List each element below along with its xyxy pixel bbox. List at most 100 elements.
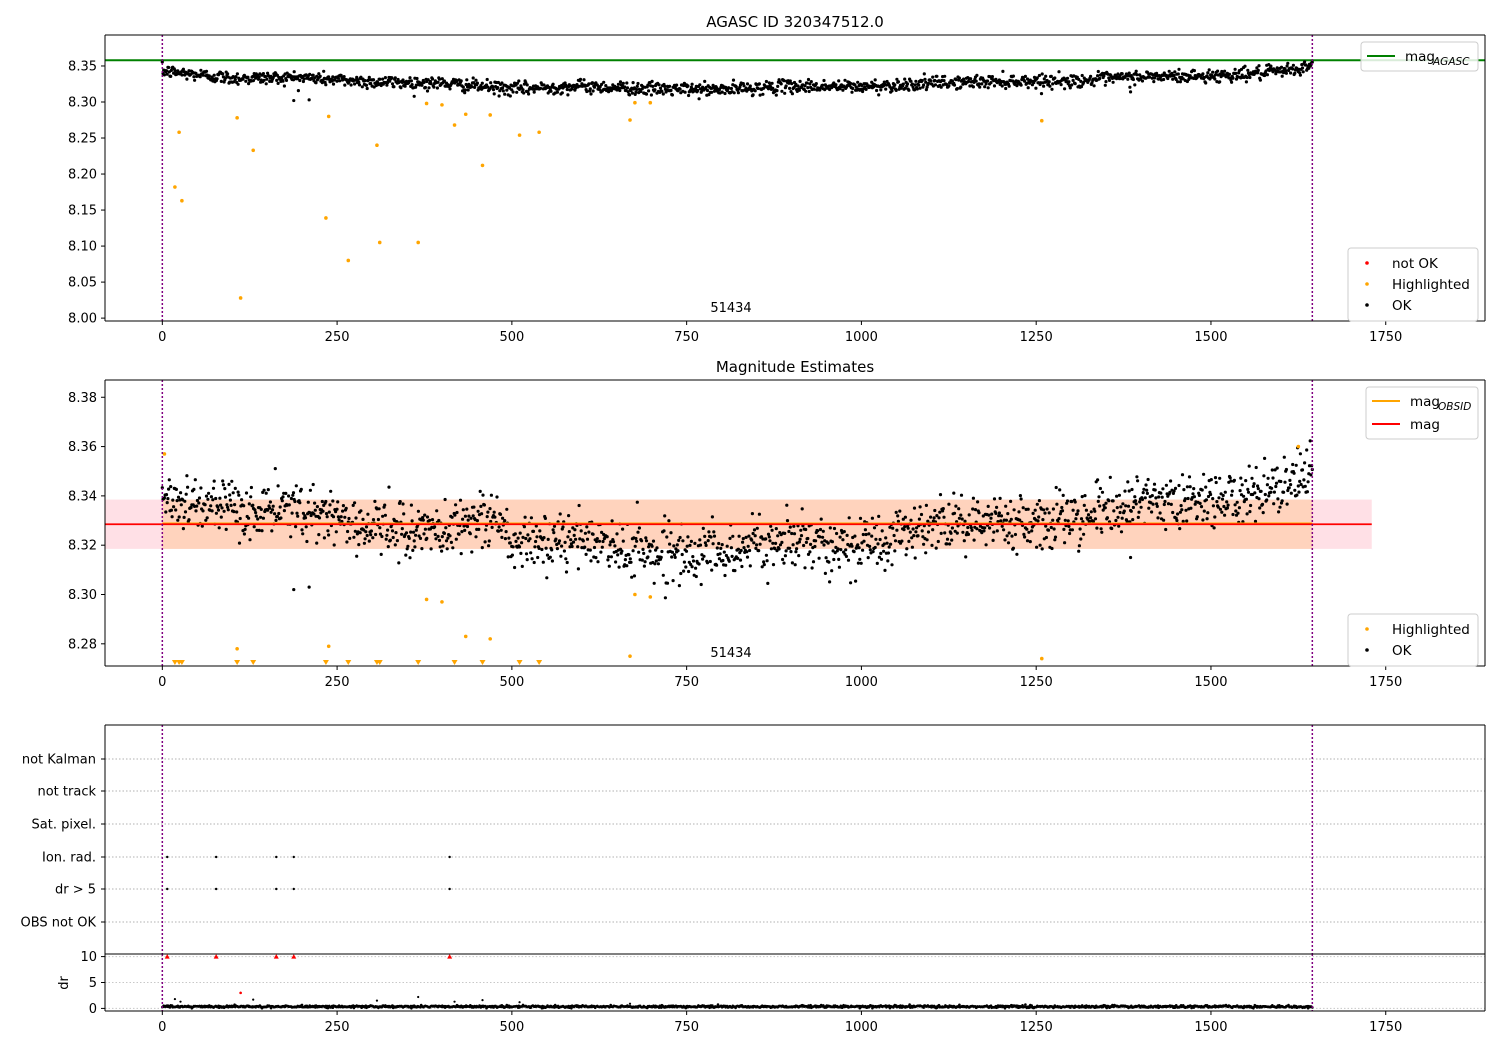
ok-point xyxy=(628,93,632,97)
highlighted-point xyxy=(235,116,239,120)
ok-point xyxy=(929,79,933,83)
ok-point xyxy=(257,75,261,79)
ok-point xyxy=(611,540,616,544)
flag-row-label: Sat. pixel. xyxy=(32,818,96,833)
ok-point xyxy=(1253,519,1258,524)
ok-point xyxy=(565,560,569,565)
ok-point xyxy=(647,89,651,93)
ok-point xyxy=(465,524,470,529)
ok-point xyxy=(639,89,643,94)
ok-point xyxy=(663,84,667,88)
ok-point xyxy=(489,493,493,497)
ok-point xyxy=(980,82,984,86)
legend-marker xyxy=(1365,648,1369,652)
ok-point xyxy=(739,548,743,553)
ok-point xyxy=(680,552,684,557)
ok-point xyxy=(207,491,211,495)
ok-point xyxy=(821,83,825,87)
ok-point xyxy=(877,93,881,97)
ok-point xyxy=(623,85,627,89)
ok-point xyxy=(755,526,759,530)
ok-point xyxy=(414,533,418,537)
ok-point xyxy=(1155,504,1159,508)
ok-point xyxy=(856,561,861,565)
ok-point xyxy=(1211,504,1215,508)
ok-point xyxy=(1015,84,1019,88)
ok-point xyxy=(585,525,589,529)
ok-point xyxy=(528,537,532,541)
ok-point xyxy=(609,89,614,93)
dr-point xyxy=(908,1003,911,1006)
ok-point xyxy=(1232,478,1236,482)
ok-point xyxy=(1293,488,1297,492)
ok-point xyxy=(775,89,779,93)
ok-point xyxy=(1243,64,1247,68)
ok-point xyxy=(336,515,340,519)
ok-point xyxy=(656,562,661,566)
ok-point xyxy=(1026,86,1030,90)
ok-point xyxy=(693,541,697,546)
ok-point xyxy=(1185,519,1189,523)
ok-point xyxy=(895,77,899,81)
ok-point xyxy=(1136,515,1140,520)
ok-point xyxy=(941,507,945,511)
ok-point xyxy=(925,85,929,89)
ok-point xyxy=(873,78,877,82)
ok-point xyxy=(541,560,545,564)
ok-point xyxy=(520,564,524,569)
ok-point xyxy=(560,91,564,95)
ok-point xyxy=(221,483,225,487)
ok-point xyxy=(758,542,762,546)
ok-point xyxy=(669,531,673,535)
ok-point xyxy=(1096,74,1100,78)
ok-point xyxy=(1121,502,1125,506)
ok-point xyxy=(329,489,333,493)
ok-point xyxy=(628,557,632,561)
ok-point xyxy=(519,551,523,556)
ok-point xyxy=(1103,506,1107,510)
ok-point xyxy=(970,528,974,532)
ok-point xyxy=(703,79,707,83)
ok-point xyxy=(242,504,246,508)
ok-point xyxy=(169,508,173,512)
ok-point xyxy=(1027,530,1031,534)
ok-point xyxy=(487,539,491,543)
ok-point xyxy=(194,509,198,513)
ok-point xyxy=(1207,68,1211,72)
ok-point xyxy=(1005,534,1009,538)
ok-point xyxy=(463,88,467,92)
ok-point xyxy=(805,81,809,85)
ok-point xyxy=(587,82,591,86)
ok-point xyxy=(1271,476,1275,480)
ok-point xyxy=(266,508,270,512)
ok-point xyxy=(207,74,211,78)
ok-point xyxy=(1238,489,1242,493)
ok-point xyxy=(1135,73,1139,77)
ok-point xyxy=(1108,475,1112,479)
ok-point xyxy=(1223,513,1227,517)
ok-point xyxy=(1051,507,1055,511)
ok-point xyxy=(1233,67,1237,71)
ok-point xyxy=(594,556,598,560)
ok-point xyxy=(1084,508,1088,512)
ok-point xyxy=(1178,80,1182,84)
ok-point xyxy=(362,541,366,545)
ok-point xyxy=(246,75,250,79)
ok-point xyxy=(560,544,564,548)
ok-point xyxy=(525,558,529,562)
ok-point xyxy=(1010,534,1014,538)
dr-point xyxy=(922,1006,925,1009)
ok-point xyxy=(719,546,723,551)
ok-point xyxy=(236,490,240,494)
highlighted-point xyxy=(517,133,522,137)
ok-point xyxy=(1192,495,1196,499)
ok-point xyxy=(1122,509,1126,513)
ok-point xyxy=(1033,508,1037,512)
ok-point xyxy=(197,501,201,505)
ok-point xyxy=(408,76,412,80)
ok-point xyxy=(939,85,943,89)
ok-point xyxy=(1257,497,1261,501)
ok-point xyxy=(654,559,658,563)
ok-point xyxy=(1226,503,1230,507)
ok-point xyxy=(1182,488,1186,492)
